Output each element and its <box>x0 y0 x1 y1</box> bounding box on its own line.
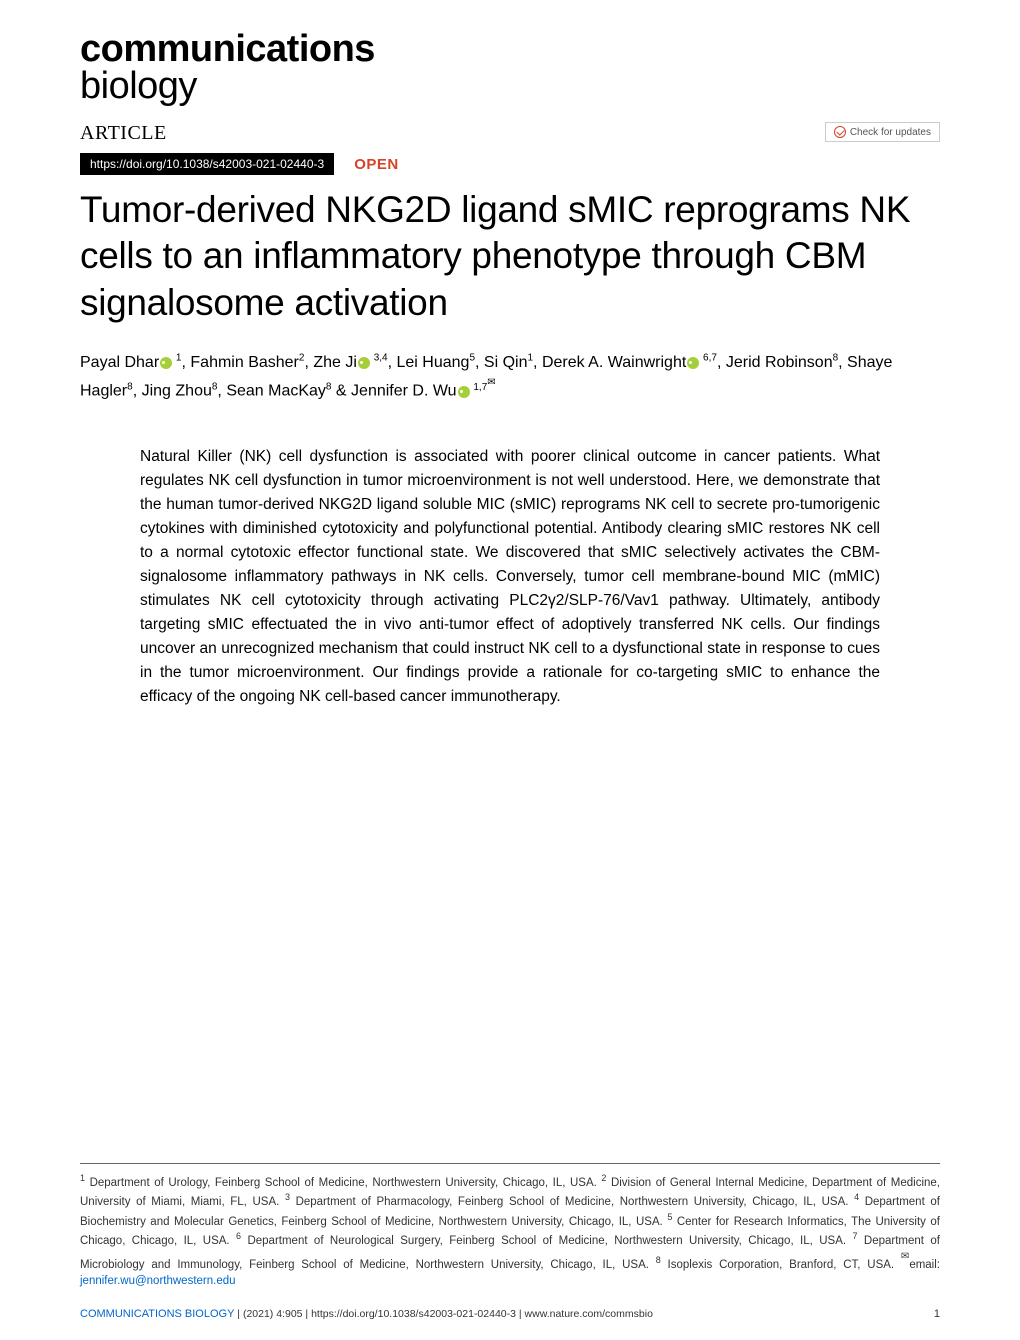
journal-name-line2: biology <box>80 68 940 104</box>
orcid-icon[interactable] <box>687 357 699 369</box>
corresponding-email[interactable]: jennifer.wu@northwestern.edu <box>80 1275 236 1287</box>
orcid-icon[interactable] <box>458 386 470 398</box>
journal-name-line1: communications <box>80 30 940 68</box>
page-footer: COMMUNICATIONS BIOLOGY | (2021) 4:905 | … <box>80 1308 940 1320</box>
page-number: 1 <box>934 1308 940 1320</box>
journal-logo: communications biology <box>80 30 940 104</box>
article-title: Tumor-derived NKG2D ligand sMIC reprogra… <box>80 187 940 326</box>
orcid-icon[interactable] <box>358 357 370 369</box>
abstract: Natural Killer (NK) cell dysfunction is … <box>140 445 880 709</box>
envelope-icon: ✉ <box>487 375 495 391</box>
footer-journal-label: COMMUNICATIONS BIOLOGY <box>80 1308 234 1320</box>
footer-citation: (2021) 4:905 <box>243 1308 305 1320</box>
article-type-label: ARTICLE <box>80 122 167 145</box>
footer-doi-url: | https://doi.org/10.1038/s42003-021-024… <box>305 1308 652 1320</box>
envelope-icon: ✉ <box>901 1250 909 1265</box>
author-list: Payal Dhar 1, Fahmin Basher2, Zhe Ji 3,4… <box>80 350 940 405</box>
open-access-label: OPEN <box>354 156 399 173</box>
affiliations: 1 Department of Urology, Feinberg School… <box>80 1172 940 1290</box>
orcid-icon[interactable] <box>160 357 172 369</box>
check-for-updates-button[interactable]: Check for updates <box>825 122 940 142</box>
check-updates-icon <box>834 126 846 138</box>
check-updates-label: Check for updates <box>850 127 931 138</box>
doi-badge[interactable]: https://doi.org/10.1038/s42003-021-02440… <box>80 153 334 175</box>
